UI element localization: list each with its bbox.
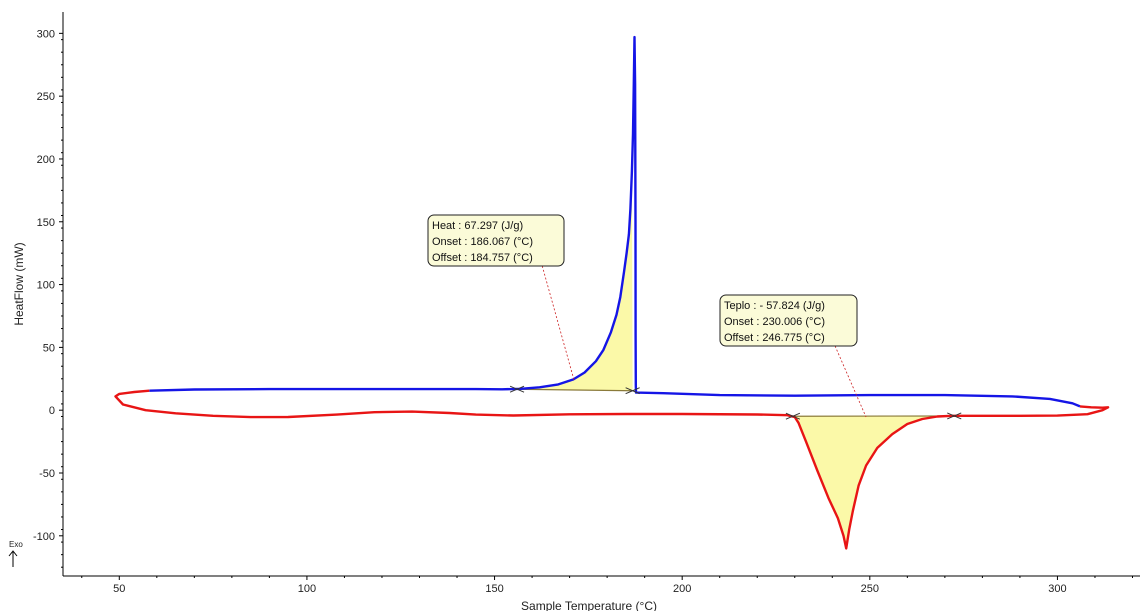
annotation-leader-line [541,265,575,381]
annotation-row-value: 186.067 (°C) [471,236,534,248]
annotation-row-value: 246.775 (°C) [762,332,825,344]
x-tick-label: 300 [1048,583,1066,595]
annotation-row: Offset : 246.775 (°C) [724,332,825,344]
y-tick-label: 50 [43,342,55,354]
annotation-row-label: Onset : [432,236,471,248]
exo-indicator: Exo [8,540,23,567]
y-tick-label: 0 [49,405,55,417]
annotation-row: Heat : 67.297 (J/g) [432,220,523,232]
peak-annotation-2: Teplo : - 57.824 (J/g) Onset : 230.006 (°… [719,294,867,418]
y-tick-label: 200 [37,154,55,166]
y-tick-label: 300 [37,28,55,40]
integration-limit-marker [947,412,962,420]
peak-annotation-1: Heat : 67.297 (J/g)Onset : 186.067 (°C)O… [427,214,575,381]
annotation-row-value: 67.297 (J/g) [464,220,523,232]
annotation-row: Offset : 184.757 (°C) [432,252,533,264]
annotation-box [427,214,565,267]
annotation-box [719,294,858,347]
x-tick-label: 250 [861,583,879,595]
annotation-row: Teplo : - 57.824 (J/g) [724,300,825,312]
exo-label: Exo [9,540,23,549]
annotation-row: Onset : 186.067 (°C) [432,236,533,248]
peak-area-fills [517,171,955,549]
annotation-row-label: Offset : [724,332,762,344]
cooling-curve [114,389,1110,550]
annotation-row-label: Heat : [432,220,464,232]
annotation-row: Onset : 230.006 (°C) [724,316,825,328]
exo-arrow-icon [8,550,18,557]
annotation-leader-line [834,345,867,418]
heating-curve [149,35,1081,408]
integration-limit-marker [785,412,801,420]
annotation-row-label: Onset : [724,316,763,328]
y-tick-label: -50 [39,468,55,480]
axes: -100 -50 0 50 100 150 200 250 300 50 100 150 200 250 3… [33,12,1140,595]
x-tick-label: 50 [113,583,125,595]
annotation-row-label: Teplo : [724,300,759,312]
peak-annotations: Heat : 67.297 (J/g)Onset : 186.067 (°C)O… [427,214,867,418]
peak-baseline-1 [517,388,633,392]
integration-limit-marker [625,387,640,395]
annotation-row-label: Offset : [432,252,470,264]
annotation-row-value: - 57.824 (J/g) [759,300,824,312]
y-tick-label: 250 [37,91,55,103]
series-lines [114,35,1110,550]
peak-baselines [517,388,955,417]
y-axis-title: HeatFlow (mW) [12,242,26,325]
x-axis-title: Sample Temperature (°C) [521,599,657,611]
x-tick-label: 150 [485,583,503,595]
x-tick-label: 200 [673,583,691,595]
integration-limit-marker [509,385,525,393]
y-tick-label: 150 [37,217,55,229]
peak-fill-2 [792,415,955,549]
annotation-row-value: 184.757 (°C) [470,252,533,264]
peak-markers [509,385,962,420]
peak-fill-1 [517,171,633,391]
y-tick-label: -100 [33,531,55,543]
annotation-row-value: 230.006 (°C) [763,316,826,328]
x-tick-label: 100 [298,583,316,595]
y-tick-label: 100 [37,280,55,292]
